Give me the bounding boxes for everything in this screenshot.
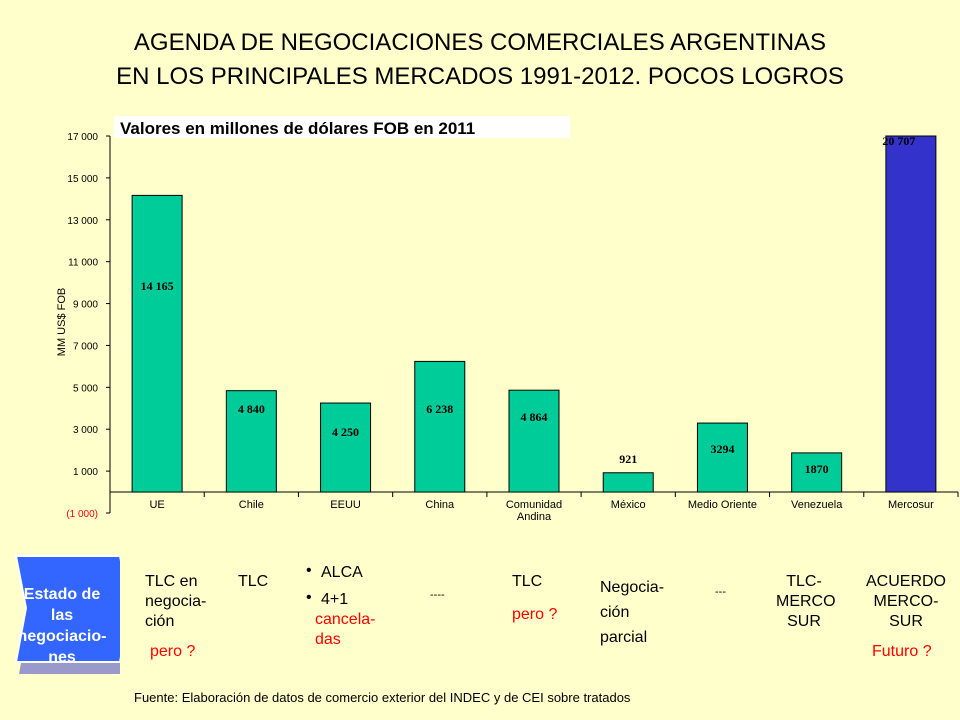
y-tick-label: 1 000 bbox=[73, 467, 98, 478]
x-tick-label: EEUU bbox=[330, 499, 361, 511]
title-line-1: AGENDA DE NEGOCIACIONES COMERCIALES ARGE… bbox=[133, 29, 827, 56]
x-tick-label: Chile bbox=[239, 499, 264, 511]
bar-8 bbox=[885, 135, 937, 493]
status-box: Estado de las negociacio- nes bbox=[8, 554, 120, 678]
data-label: 6 238 bbox=[426, 402, 453, 416]
x-tick-label: Medio Oriente bbox=[688, 499, 757, 511]
status-eeuu-canceladas: cancela- das bbox=[315, 611, 376, 648]
status-mercosur-question: Futuro ? bbox=[872, 643, 932, 660]
y-tick-label: 15 000 bbox=[67, 174, 98, 185]
x-tick-label: Andina bbox=[517, 511, 552, 523]
status-mercosur: ACUERDO MERCO- SUR bbox=[865, 573, 946, 630]
status-chile: TLC bbox=[238, 573, 269, 590]
x-tick-label: Mercosur bbox=[888, 499, 934, 511]
x-tick-label: Comunidad bbox=[506, 499, 562, 511]
title-line-2: EN LOS PRINCIPALES MERCADOS 1991-2012. P… bbox=[116, 63, 844, 90]
x-tick-label: Venezuela bbox=[791, 499, 843, 511]
y-tick-label: 5 000 bbox=[73, 383, 98, 394]
status-comunidad-question: pero ? bbox=[512, 606, 558, 623]
status-box-label: Estado de las negociacio- nes bbox=[17, 586, 107, 666]
bar-0 bbox=[131, 194, 183, 493]
data-label: 20 707 bbox=[882, 134, 915, 148]
status-eeuu-alca: ALCA bbox=[321, 564, 363, 581]
y-tick-label: 17 000 bbox=[67, 132, 98, 143]
subtitle-background bbox=[114, 116, 570, 138]
y-tick-label: 3 000 bbox=[73, 425, 98, 436]
data-label: 921 bbox=[619, 452, 637, 466]
status-venezuela: TLC- MERCO SUR bbox=[776, 573, 836, 630]
bar-2 bbox=[320, 402, 372, 493]
y-tick-label: (1 000) bbox=[66, 509, 98, 520]
y-tick-label: 9 000 bbox=[73, 300, 98, 311]
data-label: 4 840 bbox=[238, 402, 265, 416]
bar-6 bbox=[696, 422, 748, 493]
bar-4 bbox=[508, 389, 560, 493]
source-note: Fuente: Elaboración de datos de comercio… bbox=[134, 690, 631, 705]
status-ue-question: pero ? bbox=[150, 643, 196, 660]
y-axis-label: MM US$ FOB bbox=[56, 288, 68, 356]
x-tick-label: UE bbox=[149, 499, 164, 511]
status-china: ---- bbox=[430, 589, 445, 601]
data-label: 4 864 bbox=[521, 410, 548, 424]
data-label: 3294 bbox=[710, 442, 734, 456]
y-tick-label: 13 000 bbox=[67, 216, 98, 227]
bar-1 bbox=[225, 390, 277, 493]
x-tick-label: México bbox=[611, 499, 646, 511]
bar-5 bbox=[602, 472, 654, 493]
status-eeuu-4mas1: 4+1 bbox=[321, 591, 349, 608]
x-tick-label: China bbox=[425, 499, 455, 511]
status-ue: TLC en negocia- ción bbox=[145, 573, 207, 630]
data-label: 1870 bbox=[805, 462, 829, 476]
y-tick-label: 7 000 bbox=[73, 341, 98, 352]
status-medio-oriente: --- bbox=[715, 586, 726, 598]
y-tick-label: 11 000 bbox=[68, 258, 98, 269]
chart-subtitle: Valores en millones de dólares FOB en 20… bbox=[120, 119, 475, 138]
bullet-icon: • bbox=[306, 562, 312, 579]
status-comunidad-andina: TLC bbox=[512, 573, 543, 590]
status-mexico: Negocia- ción parcial bbox=[600, 579, 665, 646]
data-label: 14 165 bbox=[141, 279, 174, 293]
data-label: 4 250 bbox=[332, 425, 359, 439]
bullet-icon: • bbox=[306, 589, 312, 606]
bar-3 bbox=[414, 360, 466, 493]
bar-7 bbox=[791, 452, 843, 493]
